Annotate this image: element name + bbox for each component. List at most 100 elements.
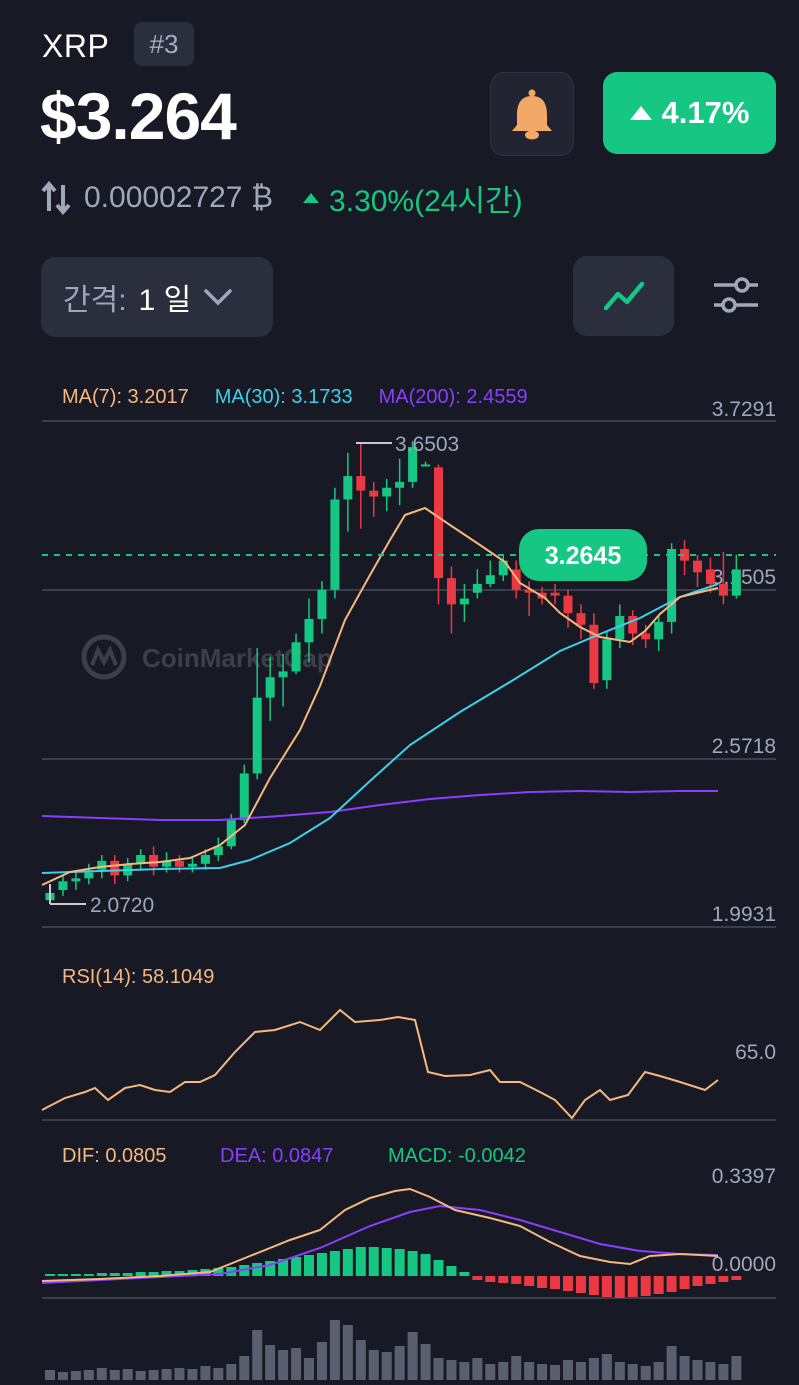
- candle-body: [343, 476, 353, 500]
- candle: [563, 589, 573, 628]
- line-chart-toggle[interactable]: [573, 256, 674, 336]
- volume-bar: [666, 1346, 677, 1380]
- axis-bottom: 1.9931: [712, 903, 776, 926]
- ma200-label: MA(200): 2.4559: [378, 386, 528, 408]
- candle: [667, 543, 677, 634]
- candle-body: [615, 616, 625, 640]
- candle-body: [459, 598, 469, 605]
- macd-bar: [70, 1274, 81, 1276]
- candle: [641, 624, 651, 649]
- candle-body: [71, 878, 81, 882]
- volume-bar: [498, 1362, 509, 1380]
- volume-bar: [705, 1362, 716, 1380]
- volume-bar: [70, 1371, 81, 1380]
- macd-bar: [588, 1276, 599, 1295]
- volume-bar: [83, 1370, 94, 1380]
- candle: [382, 479, 392, 512]
- candle-body: [200, 855, 210, 864]
- macd-bar: [524, 1276, 535, 1286]
- price-alert-button[interactable]: [490, 72, 574, 156]
- candle: [524, 581, 534, 617]
- candle-body: [408, 446, 418, 482]
- macd-axis-zero: 0.0000: [712, 1253, 776, 1276]
- macd-bar: [135, 1272, 146, 1276]
- watermark: CoinMarketCap: [81, 634, 333, 680]
- macd-bar: [96, 1273, 107, 1276]
- macd-bar: [148, 1272, 159, 1276]
- macd-value-label: MACD: -0.0042: [388, 1145, 526, 1167]
- volume-bar: [239, 1356, 250, 1380]
- candle-body: [705, 569, 715, 584]
- candle-body: [110, 860, 120, 876]
- macd-bar: [614, 1276, 625, 1298]
- btc-change: 3.30%(24시간): [329, 185, 523, 218]
- volume-bar: [718, 1364, 729, 1380]
- candle: [200, 849, 210, 870]
- candle: [213, 837, 223, 861]
- volume-bar: [537, 1364, 548, 1380]
- macd-bar: [109, 1273, 120, 1276]
- macd-bar: [640, 1276, 651, 1296]
- macd-bar: [291, 1257, 302, 1276]
- candle-body: [382, 487, 392, 497]
- volume-bar: [187, 1369, 198, 1380]
- change-24h-button[interactable]: 4.17%: [603, 72, 776, 154]
- candle-body: [97, 860, 107, 870]
- macd-bar: [407, 1251, 418, 1276]
- interval-selector[interactable]: 간격: 1 일: [41, 257, 273, 337]
- rsi-line: [41, 1008, 719, 1120]
- candle-body: [84, 872, 94, 879]
- macd-bar: [705, 1276, 716, 1284]
- candle: [265, 656, 275, 721]
- macd-bar: [459, 1272, 470, 1276]
- interval-value: 1 일: [138, 284, 192, 317]
- chevron-down-icon: [204, 289, 232, 306]
- candle-body: [421, 464, 431, 467]
- volume-bar: [135, 1371, 146, 1380]
- candle-body: [213, 846, 223, 856]
- candle-body: [239, 773, 249, 821]
- bell-icon: [512, 89, 552, 140]
- rsi-level: 65.0: [735, 1041, 776, 1064]
- volume-bar: [45, 1370, 55, 1380]
- volume-bar: [109, 1370, 120, 1380]
- volume-bar: [213, 1368, 224, 1380]
- volume-bar: [485, 1364, 496, 1380]
- macd-histogram: [45, 1247, 742, 1298]
- macd-bar: [122, 1273, 133, 1276]
- candle-body: [498, 560, 508, 576]
- macd-bar: [653, 1276, 664, 1294]
- candle-body: [265, 677, 275, 698]
- volume-bar: [511, 1356, 522, 1380]
- candle-body: [291, 642, 301, 672]
- candle-body: [278, 671, 288, 678]
- candle: [602, 630, 612, 689]
- candle: [291, 633, 301, 675]
- macd-bar: [498, 1276, 509, 1283]
- sliders-icon: [714, 277, 758, 313]
- candle: [550, 583, 560, 605]
- volume-bar: [550, 1365, 561, 1380]
- chart-settings-button[interactable]: [704, 262, 768, 328]
- volume-bar: [524, 1362, 535, 1380]
- ma30-line: [41, 583, 719, 874]
- watermark-text: CoinMarketCap: [142, 643, 333, 673]
- candle: [395, 458, 405, 506]
- candle: [71, 872, 81, 891]
- macd-bar: [45, 1274, 55, 1276]
- candle-body: [369, 490, 379, 497]
- candle: [84, 863, 94, 885]
- change-24h-value: 4.17%: [661, 95, 750, 130]
- ma7-line: [41, 506, 719, 886]
- candle-body: [654, 621, 664, 640]
- candle-body: [395, 481, 405, 488]
- macd-bar: [537, 1276, 548, 1288]
- candle-body: [162, 860, 172, 867]
- candle: [343, 452, 353, 532]
- dif-line: [41, 1187, 719, 1282]
- candle: [434, 464, 443, 605]
- ma200-line: [41, 789, 718, 821]
- macd-bar: [420, 1254, 431, 1276]
- candle-body: [511, 569, 521, 590]
